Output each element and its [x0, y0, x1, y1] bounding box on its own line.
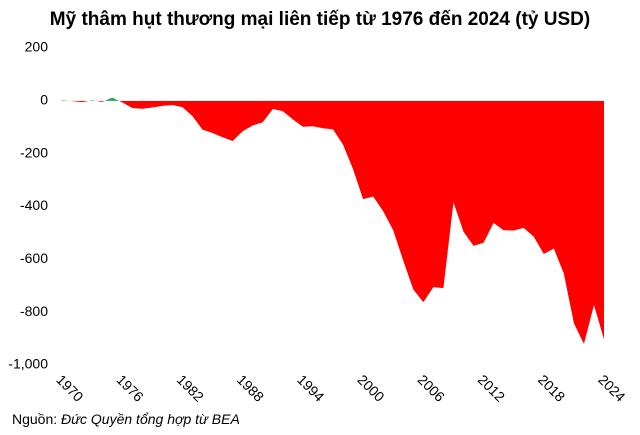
area-negative	[70, 101, 604, 344]
y-tick-label: -600	[20, 250, 48, 266]
y-tick-label: 0	[40, 92, 48, 108]
y-tick-label: 200	[25, 39, 49, 55]
x-tick-label: 1970	[53, 371, 86, 404]
x-tick-label: 2000	[354, 371, 387, 404]
source-text: Đức Quyền tổng hợp từ BEA	[61, 411, 240, 427]
chart-title: Mỹ thâm hụt thương mại liên tiếp từ 1976…	[50, 9, 590, 30]
y-tick-label: -1,000	[8, 356, 48, 372]
x-tick-label: 2006	[415, 371, 448, 404]
source-prefix: Nguồn:	[12, 411, 57, 427]
area-positive	[62, 97, 604, 101]
x-tick-label: 1988	[234, 371, 267, 404]
x-tick-label: 1982	[174, 371, 207, 404]
source: Nguồn: Đức Quyền tổng hợp từ BEA	[12, 411, 240, 427]
x-tick-label: 1976	[113, 371, 146, 404]
y-tick-label: -200	[20, 144, 48, 160]
y-tick-label: -400	[20, 197, 48, 213]
x-tick-label: 2012	[475, 371, 508, 404]
y-tick-label: -800	[20, 303, 48, 319]
x-tick-label: 2024	[595, 371, 628, 404]
x-tick-label: 1994	[294, 371, 327, 404]
x-tick-label: 2018	[535, 371, 568, 404]
